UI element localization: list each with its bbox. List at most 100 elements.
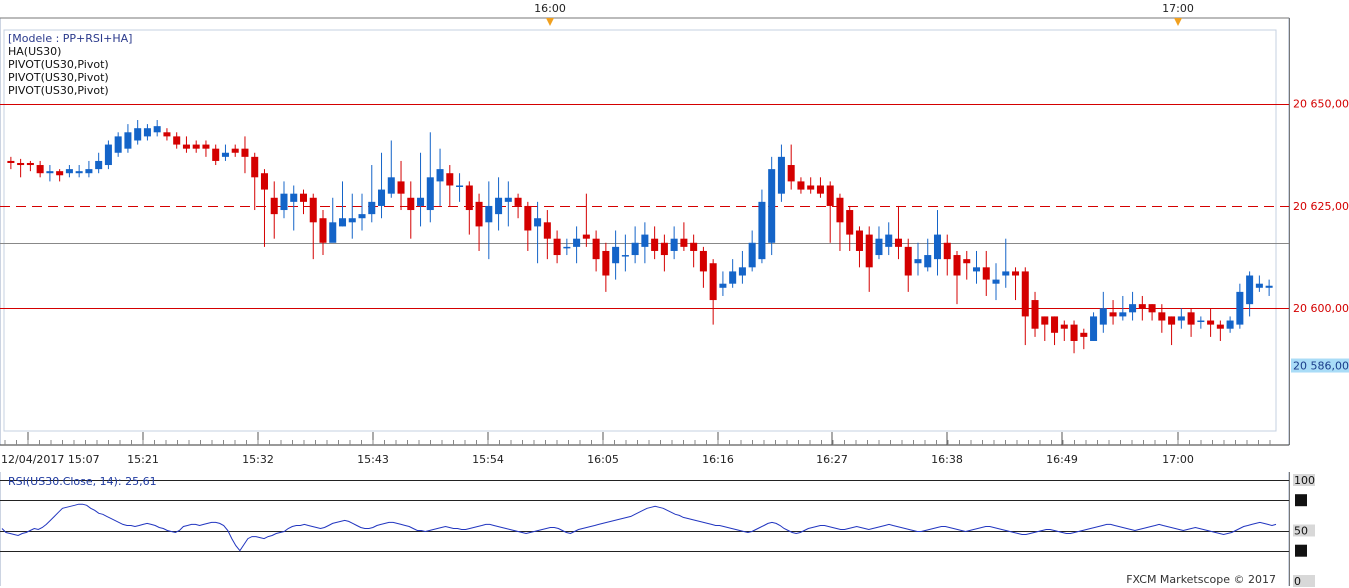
candle-body-2 [26, 162, 34, 166]
candle-body-75 [738, 267, 746, 276]
candle-body-79 [777, 156, 785, 194]
rsi-axis-label-2: 0 [1294, 575, 1301, 588]
candle-body-81 [797, 181, 805, 190]
candle-body-63 [621, 255, 629, 257]
candle-body-21 [212, 148, 220, 161]
candle-body-13 [134, 128, 142, 141]
model-label: [Modele : PP+RSI+HA] [8, 32, 133, 45]
candle-body-124 [1216, 324, 1224, 329]
candle-body-74 [729, 271, 737, 284]
candle-body-53 [524, 205, 532, 231]
candle-body-71 [699, 250, 707, 272]
rsi-axis-box-0 [1293, 474, 1315, 486]
rsi-line [1, 503, 1277, 552]
time-label-6: 16:16 [702, 453, 734, 466]
candle-body-36 [358, 214, 366, 219]
top-time-marker-1 [1174, 18, 1182, 26]
candle-body-52 [514, 197, 522, 206]
candle-body-22 [221, 152, 229, 157]
candle-body-14 [143, 128, 151, 137]
candle-body-57 [563, 246, 571, 249]
candle-body-94 [924, 255, 932, 268]
candle-body-97 [953, 255, 961, 276]
time-label-0: 12/04/2017 15:07 [1, 453, 100, 466]
rsi-axis: 100 50 0 [1289, 472, 1315, 588]
candle-body-39 [387, 177, 395, 194]
candle-body-80 [787, 165, 795, 182]
candle-body-119 [1168, 316, 1176, 325]
candle-body-66 [651, 238, 659, 251]
candle-body-4 [46, 171, 54, 174]
candle-body-92 [904, 246, 912, 276]
candle-body-72 [709, 263, 717, 301]
candle-body-69 [680, 238, 688, 247]
candle-body-93 [914, 259, 922, 264]
candle-body-7 [75, 171, 83, 174]
candle-body-101 [992, 279, 1000, 284]
candle-body-104 [1021, 271, 1029, 317]
candle-body-60 [592, 238, 600, 260]
candle-body-83 [816, 185, 824, 194]
candle-body-41 [407, 197, 415, 211]
price-label-box-1 [1291, 198, 1349, 213]
candle-body-109 [1070, 324, 1078, 341]
candle-body-40 [397, 181, 405, 194]
rsi-axis-box-2 [1293, 575, 1315, 587]
candle-body-25 [251, 156, 259, 178]
candle-body-43 [426, 177, 434, 211]
candle-body-125 [1226, 320, 1234, 329]
candle-body-31 [309, 197, 317, 223]
candle-body-98 [963, 259, 971, 264]
time-label-3: 15:43 [357, 453, 389, 466]
candle-body-42 [417, 197, 425, 206]
candle-body-18 [182, 144, 190, 149]
candle-body-26 [260, 173, 268, 190]
rsi-panel-background [0, 472, 1289, 584]
candle-body-3 [36, 165, 44, 174]
candle-body-77 [758, 201, 766, 260]
time-label-4: 15:54 [472, 453, 504, 466]
candle-body-95 [933, 234, 942, 260]
candle-body-67 [660, 242, 668, 256]
candle-body-62 [612, 246, 620, 264]
price-label-box-3 [1291, 358, 1349, 373]
rsi-legend: RSI(US30.Close, 14): 25,61 [8, 475, 157, 488]
time-label-9: 16:49 [1046, 453, 1078, 466]
price-label-0: 20 650,00 [1293, 98, 1349, 111]
candle-body-126 [1236, 291, 1244, 325]
candle-body-117 [1148, 304, 1156, 313]
time-label-1: 15:21 [127, 453, 159, 466]
rsi-axis-mark-0 [1295, 494, 1307, 507]
indicator-legend: [Modele : PP+RSI+HA] HA(US30) PIVOT(US30… [8, 32, 132, 97]
candle-body-1 [17, 162, 25, 166]
candle-body-96 [943, 242, 951, 260]
time-label-7: 16:27 [816, 453, 848, 466]
candle-body-85 [836, 197, 844, 223]
candle-body-9 [95, 160, 103, 170]
legend-line-pivot-3: PIVOT(US30,Pivot) [8, 84, 109, 97]
candle-body-114 [1119, 312, 1127, 317]
candle-body-118 [1158, 312, 1166, 321]
candle-body-55 [543, 222, 551, 239]
time-axis: 12/04/2017 15:07 15:21 15:32 15:43 15:54 16:0… [1, 432, 1271, 466]
candle-body-121 [1187, 312, 1195, 325]
candle-body-105 [1031, 300, 1039, 329]
candle-body-90 [885, 234, 893, 247]
candle-body-8 [85, 169, 93, 174]
candle-body-24 [241, 148, 249, 157]
candle-body-108 [1060, 324, 1068, 329]
heikin-ashi-candles [7, 120, 1273, 354]
rsi-axis-box-1 [1293, 524, 1315, 537]
candle-body-44 [436, 169, 444, 182]
candle-body-49 [485, 205, 493, 223]
candle-body-27 [270, 197, 278, 215]
legend-line-pivot-2: PIVOT(US30,Pivot) [8, 71, 109, 84]
price-label-2: 20 600,00 [1293, 302, 1349, 315]
candle-body-20 [202, 144, 210, 149]
candle-body-100 [982, 267, 990, 280]
candle-body-70 [690, 242, 698, 251]
price-label-1: 20 625,00 [1293, 200, 1349, 213]
candle-body-47 [465, 185, 473, 211]
rsi-grid [0, 480, 1289, 552]
